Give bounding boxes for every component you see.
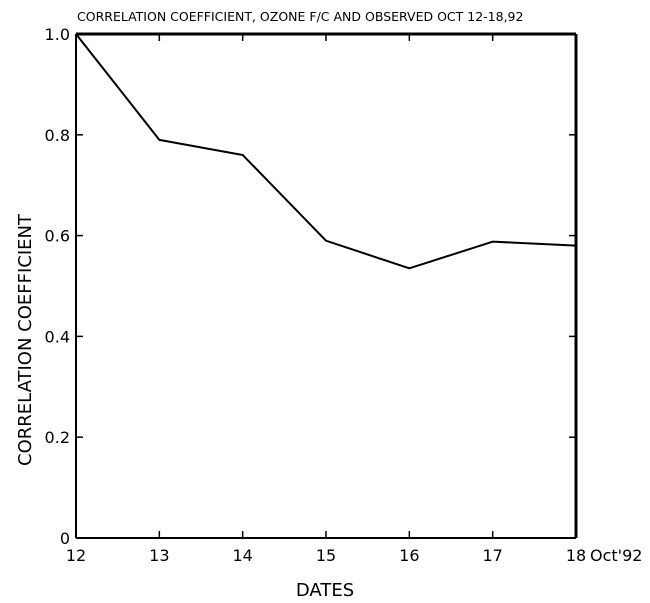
- y-tick-label: 0.4: [45, 327, 70, 346]
- x-axis-label: DATES: [296, 580, 354, 601]
- x-tick-label: 14: [232, 546, 252, 565]
- x-tick-label: 17: [482, 546, 502, 565]
- y-tick-label: 0.8: [45, 126, 70, 145]
- y-tick-label: 0: [60, 529, 70, 548]
- x-tick-label: 12: [66, 546, 86, 565]
- y-tick-label: 1.0: [45, 25, 70, 44]
- x-tick-label: 16: [399, 546, 419, 565]
- series-line: [75, 33, 577, 270]
- plot-area: 0 0.2 0.4 0.6 0.8 1.0 12 13 14 15 16 17 18: [45, 25, 587, 565]
- x-tick-label: 18: [566, 546, 586, 565]
- y-axis-label: CORRELATION COEFFICIENT: [15, 213, 36, 466]
- x-tick-label: 13: [149, 546, 169, 565]
- y-tick-label: 0.2: [45, 428, 70, 447]
- chart-title: CORRELATION COEFFICIENT, OZONE F/C AND O…: [77, 9, 523, 24]
- x-suffix-label: Oct'92: [590, 546, 642, 565]
- y-tick-label: 0.6: [45, 227, 70, 246]
- x-tick-label: 15: [316, 546, 336, 565]
